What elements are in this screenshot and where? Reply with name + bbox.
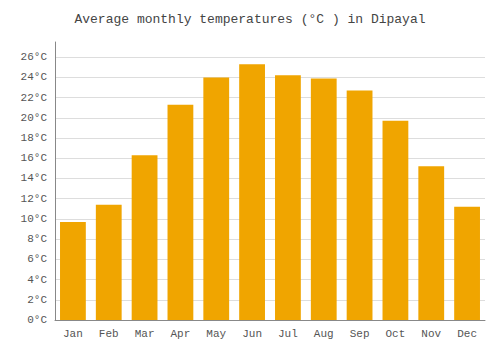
svg-text:Dec: Dec	[457, 328, 477, 340]
svg-text:16°C: 16°C	[21, 152, 48, 164]
svg-text:Jul: Jul	[278, 328, 298, 340]
svg-text:Average monthly temperatures (: Average monthly temperatures (°C ) in Di…	[74, 12, 425, 27]
svg-text:0°C: 0°C	[27, 314, 47, 326]
svg-text:24°C: 24°C	[21, 71, 48, 83]
svg-text:Sep: Sep	[350, 328, 370, 340]
svg-text:20°C: 20°C	[21, 112, 48, 124]
svg-text:4°C: 4°C	[27, 274, 47, 286]
svg-text:22°C: 22°C	[21, 92, 48, 104]
svg-text:Feb: Feb	[99, 328, 119, 340]
svg-text:Jun: Jun	[242, 328, 262, 340]
svg-text:26°C: 26°C	[21, 51, 48, 63]
svg-text:2°C: 2°C	[27, 294, 47, 306]
svg-text:Nov: Nov	[421, 328, 441, 340]
svg-text:Jan: Jan	[63, 328, 83, 340]
svg-text:18°C: 18°C	[21, 132, 48, 144]
svg-text:Mar: Mar	[135, 328, 155, 340]
svg-text:May: May	[206, 328, 226, 340]
svg-text:14°C: 14°C	[21, 172, 48, 184]
svg-text:Aug: Aug	[314, 328, 334, 340]
svg-text:10°C: 10°C	[21, 213, 48, 225]
svg-text:12°C: 12°C	[21, 193, 48, 205]
svg-text:6°C: 6°C	[27, 253, 47, 265]
svg-text:Oct: Oct	[386, 328, 406, 340]
svg-text:Apr: Apr	[171, 328, 191, 340]
svg-text:8°C: 8°C	[27, 233, 47, 245]
